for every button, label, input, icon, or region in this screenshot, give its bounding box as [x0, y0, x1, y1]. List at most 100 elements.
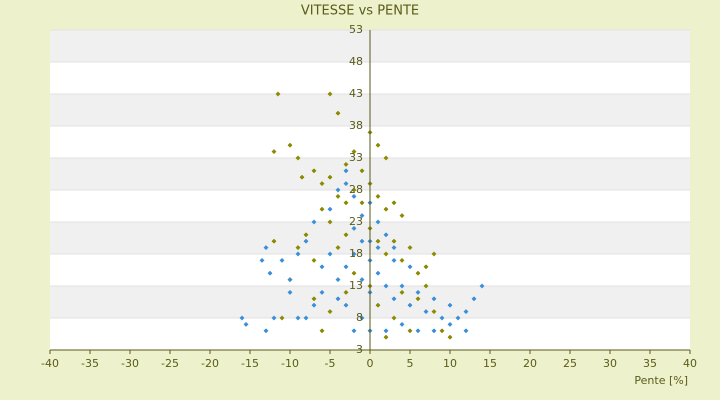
x-tick-label: 30 — [603, 357, 617, 370]
point — [431, 328, 437, 334]
point — [327, 91, 333, 97]
point — [391, 238, 397, 244]
point — [239, 315, 245, 321]
point — [375, 302, 381, 308]
x-tick-label: -25 — [161, 357, 179, 370]
point — [383, 251, 389, 257]
point — [479, 283, 485, 289]
x-tick-label: 25 — [563, 357, 577, 370]
point — [407, 245, 413, 251]
point — [399, 321, 405, 327]
x-tick-label: 15 — [483, 357, 497, 370]
point — [423, 283, 429, 289]
point — [295, 251, 301, 257]
point — [415, 296, 421, 302]
y-tick-label: 38 — [349, 119, 363, 132]
point — [271, 149, 277, 155]
x-axis-label: Pente [%] — [634, 374, 688, 387]
point — [295, 245, 301, 251]
point — [271, 238, 277, 244]
point — [383, 283, 389, 289]
point — [375, 193, 381, 199]
point — [335, 296, 341, 302]
point — [351, 225, 357, 231]
point — [279, 315, 285, 321]
point — [279, 257, 285, 263]
point — [335, 193, 341, 199]
point — [351, 149, 357, 155]
point — [343, 232, 349, 238]
point — [287, 142, 293, 148]
y-tick-label: 13 — [349, 279, 363, 292]
point — [351, 187, 357, 193]
x-tick-label: -5 — [325, 357, 336, 370]
point — [375, 219, 381, 225]
point — [431, 309, 437, 315]
point — [319, 181, 325, 187]
y-tick-label: 28 — [349, 183, 363, 196]
point — [391, 200, 397, 206]
point — [343, 302, 349, 308]
point — [303, 238, 309, 244]
point — [275, 91, 281, 97]
point — [343, 181, 349, 187]
point — [335, 110, 341, 116]
point — [415, 270, 421, 276]
point — [319, 289, 325, 295]
point — [383, 328, 389, 334]
point — [431, 296, 437, 302]
point — [447, 302, 453, 308]
point — [343, 168, 349, 174]
point — [319, 264, 325, 270]
point — [259, 257, 265, 263]
point — [351, 193, 357, 199]
point — [311, 219, 317, 225]
point — [335, 277, 341, 283]
point — [243, 321, 249, 327]
y-tick-label: 33 — [349, 151, 363, 164]
point — [343, 289, 349, 295]
point — [299, 174, 305, 180]
y-tick-label: 8 — [356, 311, 363, 324]
point — [267, 270, 273, 276]
point — [383, 155, 389, 161]
point — [391, 257, 397, 263]
chart-title: VITESSE vs PENTE — [301, 4, 419, 19]
point — [447, 334, 453, 340]
point — [439, 328, 445, 334]
point — [311, 168, 317, 174]
point — [455, 315, 461, 321]
point — [327, 174, 333, 180]
point — [399, 289, 405, 295]
point — [343, 161, 349, 167]
point — [303, 232, 309, 238]
point — [471, 296, 477, 302]
point — [407, 302, 413, 308]
point — [407, 264, 413, 270]
point — [359, 200, 365, 206]
y-tick-label: 3 — [356, 343, 363, 356]
point — [463, 328, 469, 334]
point — [263, 245, 269, 251]
point — [359, 238, 365, 244]
point — [295, 155, 301, 161]
x-tick-label: -35 — [81, 357, 99, 370]
point — [327, 206, 333, 212]
point — [335, 187, 341, 193]
point — [343, 264, 349, 270]
x-tick-label: 5 — [407, 357, 414, 370]
point — [407, 328, 413, 334]
point — [391, 315, 397, 321]
point — [319, 206, 325, 212]
x-tick-label: 10 — [443, 357, 457, 370]
point — [311, 296, 317, 302]
point — [311, 257, 317, 263]
point — [375, 245, 381, 251]
x-tick-label: -40 — [41, 357, 59, 370]
y-tick-label: 53 — [349, 23, 363, 36]
point — [391, 245, 397, 251]
point — [431, 251, 437, 257]
point — [343, 200, 349, 206]
point — [295, 315, 301, 321]
point — [263, 328, 269, 334]
